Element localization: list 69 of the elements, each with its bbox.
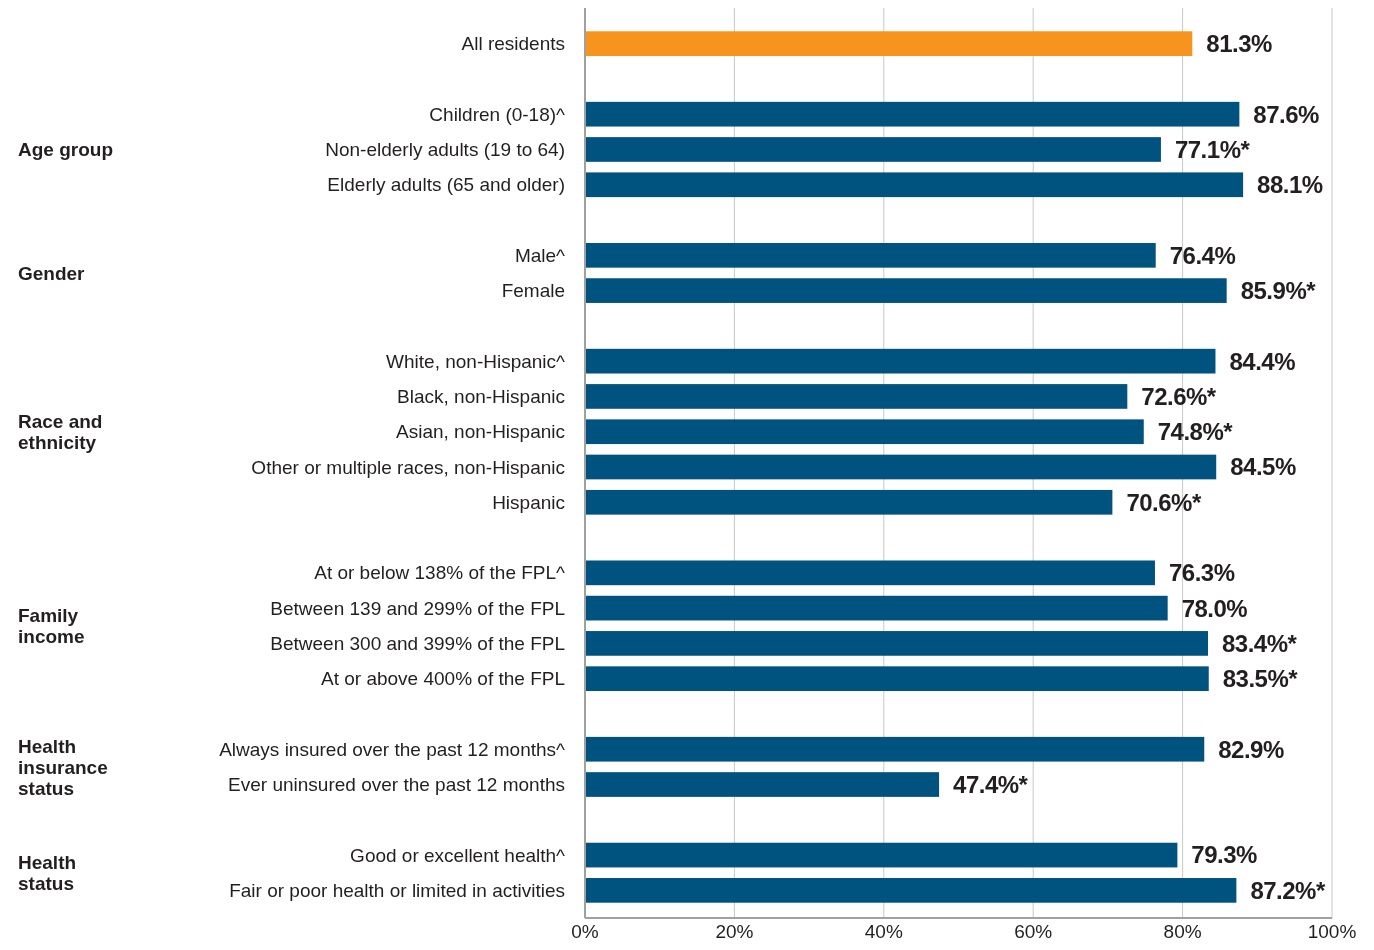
bar bbox=[585, 454, 1217, 480]
bar bbox=[585, 384, 1128, 409]
data-label: 70.6%* bbox=[1126, 488, 1202, 516]
y-tick-label: White, non-Hispanic^ bbox=[386, 350, 566, 372]
data-label: 82.9% bbox=[1218, 735, 1284, 763]
x-tick-label: 0% bbox=[571, 921, 599, 942]
data-label: 72.6%* bbox=[1141, 382, 1217, 410]
bar bbox=[585, 348, 1216, 374]
data-label: 87.2%* bbox=[1250, 876, 1326, 904]
data-label: 83.4%* bbox=[1222, 629, 1298, 657]
bar bbox=[585, 595, 1168, 621]
bar bbox=[585, 772, 940, 797]
text: Race and ethnicity bbox=[18, 410, 103, 453]
x-tick-label: 40% bbox=[864, 921, 903, 942]
data-label: 83.5%* bbox=[1222, 665, 1299, 693]
y-tick-label: Elderly adults (65 and older) bbox=[327, 174, 565, 196]
bar bbox=[585, 878, 1237, 903]
bar bbox=[585, 631, 1208, 656]
y-tick-label: Asian, non-Hispanic bbox=[396, 421, 565, 443]
data-label: 87.6% bbox=[1253, 100, 1320, 128]
text: Family income bbox=[18, 604, 85, 647]
y-tick-label: Ever uninsured over the past 12 months bbox=[228, 774, 565, 796]
bar bbox=[585, 101, 1240, 127]
text: Age group bbox=[18, 139, 113, 161]
data-label: 88.1% bbox=[1257, 171, 1323, 199]
y-tick-label: Other or multiple races, non-Hispanic bbox=[251, 456, 565, 478]
y-tick-label: Male^ bbox=[514, 244, 566, 266]
y-tick-label: Children (0-18)^ bbox=[429, 103, 566, 125]
bar bbox=[585, 666, 1209, 692]
data-label: 79.3% bbox=[1191, 841, 1258, 869]
y-tick-label: At or above 400% of the FPL bbox=[321, 668, 565, 690]
data-label: 85.9%* bbox=[1240, 277, 1317, 304]
bar bbox=[585, 242, 1156, 268]
y-tick-label: Fair or poor health or limited in activities bbox=[229, 880, 565, 902]
text: Gender bbox=[18, 262, 86, 284]
data-label: 84.5% bbox=[1230, 453, 1296, 481]
bar bbox=[585, 278, 1227, 303]
x-tick-label: 100% bbox=[1307, 921, 1357, 942]
bar bbox=[585, 31, 1193, 56]
data-label: 84.4% bbox=[1229, 347, 1296, 375]
text: Health insurance status bbox=[18, 735, 108, 799]
data-label: 74.8%* bbox=[1157, 418, 1234, 446]
x-tick-label: 20% bbox=[715, 921, 754, 942]
y-tick-label: At or below 138% of the FPL^ bbox=[314, 562, 566, 584]
x-tick-label: 60% bbox=[1014, 921, 1053, 942]
bar bbox=[585, 137, 1161, 162]
bar bbox=[585, 736, 1205, 762]
y-tick-label: Good or excellent health^ bbox=[350, 844, 566, 866]
text: Health status bbox=[18, 851, 77, 894]
y-tick-label: Hispanic bbox=[492, 491, 565, 513]
y-tick-label: Between 139 and 299% of the FPL bbox=[270, 597, 565, 619]
data-label: 81.3% bbox=[1206, 30, 1273, 58]
data-label: 47.4%* bbox=[953, 770, 1029, 798]
data-label: 78.0% bbox=[1181, 594, 1248, 622]
y-tick-label: All residents bbox=[461, 33, 565, 55]
data-label: 76.3% bbox=[1168, 559, 1235, 587]
data-label: 77.1%* bbox=[1174, 135, 1251, 163]
bar bbox=[585, 419, 1144, 445]
data-label: 76.4% bbox=[1169, 241, 1236, 269]
y-tick-label: Non-elderly adults (19 to 64) bbox=[325, 139, 565, 161]
bar bbox=[585, 560, 1155, 586]
bar bbox=[585, 489, 1113, 515]
bar bbox=[585, 842, 1178, 868]
bar bbox=[585, 172, 1244, 198]
y-tick-label: Black, non-Hispanic bbox=[397, 386, 565, 408]
y-tick-label: Always insured over the past 12 months^ bbox=[219, 738, 566, 760]
y-tick-label: Female bbox=[501, 280, 565, 302]
y-tick-label: Between 300 and 399% of the FPL bbox=[270, 633, 565, 655]
x-tick-label: 80% bbox=[1163, 921, 1202, 942]
